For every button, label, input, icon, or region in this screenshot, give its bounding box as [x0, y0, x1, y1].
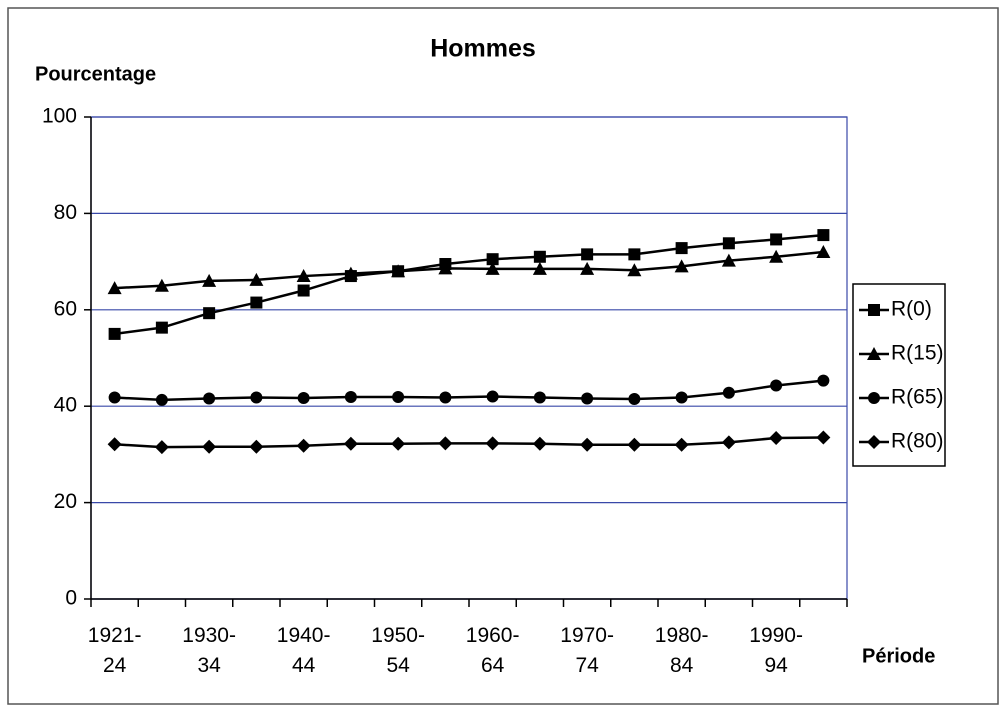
- marker: [868, 304, 880, 316]
- marker: [627, 437, 642, 452]
- legend-label: R(0): [891, 298, 932, 321]
- x-tick-label: 1980- 84: [654, 624, 709, 677]
- marker: [297, 392, 310, 405]
- marker: [155, 393, 168, 406]
- marker: [627, 263, 642, 277]
- marker: [391, 436, 406, 451]
- marker: [817, 374, 830, 387]
- marker: [532, 436, 547, 451]
- marker: [816, 430, 831, 445]
- y-tick-label: 0: [65, 587, 77, 610]
- marker: [249, 439, 264, 454]
- marker: [674, 259, 689, 273]
- legend-label: R(15): [891, 342, 944, 365]
- marker: [154, 440, 169, 455]
- series-line: [114, 379, 824, 402]
- marker: [202, 439, 217, 454]
- y-tick-label: 40: [54, 394, 77, 417]
- marker: [867, 347, 881, 360]
- x-tick-label: 1930- 34: [182, 624, 236, 677]
- plot-area: [90, 116, 848, 600]
- marker: [816, 244, 831, 258]
- marker: [486, 390, 499, 403]
- marker: [722, 386, 735, 399]
- marker: [249, 272, 264, 286]
- marker: [817, 229, 830, 242]
- marker: [721, 435, 736, 450]
- marker: [107, 437, 122, 452]
- y-tick-label: 20: [54, 490, 77, 513]
- marker: [770, 233, 783, 246]
- chart-title: Hommes: [430, 35, 536, 63]
- marker: [343, 436, 358, 451]
- marker: [769, 431, 784, 446]
- marker: [532, 261, 547, 275]
- x-tick-label: 1940- 44: [276, 624, 331, 677]
- marker: [297, 284, 310, 297]
- y-tick-label: 60: [54, 297, 77, 320]
- marker: [628, 248, 641, 261]
- marker: [343, 266, 358, 280]
- marker: [721, 253, 736, 267]
- marker: [392, 391, 405, 404]
- marker: [770, 379, 783, 392]
- marker: [628, 392, 641, 405]
- marker: [108, 327, 121, 340]
- marker: [769, 249, 784, 263]
- marker: [203, 392, 216, 405]
- legend-label: R(65): [891, 386, 944, 409]
- y-tick-label: 80: [54, 201, 77, 224]
- x-axis-label: Période: [862, 645, 935, 667]
- marker: [485, 261, 500, 275]
- marker: [580, 437, 595, 452]
- marker: [581, 392, 594, 405]
- x-tick-label: 1990- 94: [749, 624, 803, 677]
- marker: [438, 436, 453, 451]
- marker: [533, 391, 546, 404]
- marker: [438, 261, 453, 275]
- marker: [868, 392, 880, 404]
- marker: [581, 248, 594, 261]
- marker: [250, 391, 263, 404]
- marker: [155, 321, 168, 334]
- marker: [486, 253, 499, 266]
- marker: [250, 296, 263, 309]
- legend-label: R(80): [891, 430, 944, 453]
- x-tick-label: 1921- 24: [87, 624, 142, 677]
- x-tick-label: 1960- 64: [465, 624, 520, 677]
- marker: [533, 250, 546, 263]
- series-line: [114, 233, 824, 336]
- marker: [107, 281, 122, 295]
- marker: [439, 391, 452, 404]
- marker: [202, 273, 217, 287]
- y-axis-label: Pourcentage: [35, 63, 156, 85]
- series-line: [114, 436, 824, 449]
- marker: [580, 261, 595, 275]
- marker: [203, 307, 216, 320]
- marker: [867, 435, 881, 449]
- marker: [296, 438, 311, 453]
- marker: [296, 269, 311, 283]
- marker: [674, 437, 689, 452]
- y-tick-label: 100: [42, 105, 77, 128]
- marker: [675, 242, 688, 255]
- marker: [154, 278, 169, 292]
- marker: [391, 264, 406, 278]
- marker: [675, 391, 688, 404]
- series-line: [114, 250, 824, 290]
- x-tick-label: 1950- 54: [371, 624, 425, 677]
- marker: [485, 436, 500, 451]
- x-tick-label: 1970- 74: [560, 624, 614, 677]
- marker: [722, 237, 735, 250]
- marker: [108, 391, 121, 404]
- marker: [344, 391, 357, 404]
